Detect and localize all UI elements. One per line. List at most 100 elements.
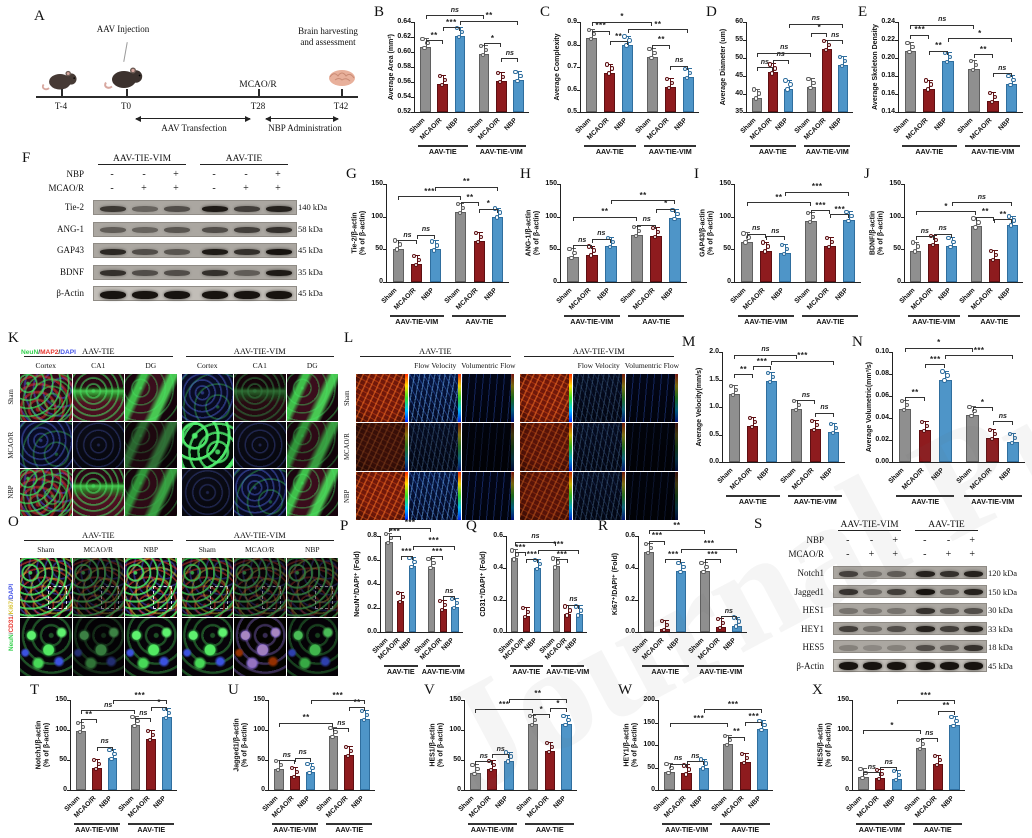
- group-underline: [907, 315, 960, 317]
- sig-label: ***: [651, 531, 663, 541]
- protein-band: [100, 227, 126, 233]
- data-point: [912, 249, 918, 254]
- y-axis-label: Average Area (mm²): [387, 33, 395, 101]
- data-point: [703, 761, 709, 766]
- y-tick: [743, 76, 747, 77]
- y-tick: [503, 536, 507, 537]
- bar: [420, 46, 431, 112]
- bar: [923, 88, 936, 112]
- group-underline: [467, 823, 517, 825]
- micro-image-tile: [519, 423, 572, 471]
- y-axis-label: GAP43/β-actin (% of β-actin): [699, 209, 715, 257]
- bar: [437, 84, 449, 112]
- mcaor-sign: +: [892, 549, 898, 560]
- y-tick: [655, 745, 659, 746]
- kda-label: 140 kDa: [298, 202, 328, 212]
- group-label: AAV-TIE: [651, 667, 680, 676]
- data-point: [992, 431, 997, 436]
- data-point: [476, 239, 481, 245]
- y-tick: [635, 632, 639, 633]
- panel-letter: F: [22, 150, 31, 166]
- bar: [932, 764, 943, 790]
- sig-bracket: [627, 29, 689, 34]
- micro-image-tile: [625, 472, 678, 520]
- sig-bracket: [765, 236, 785, 241]
- protein-band: [202, 227, 228, 233]
- y-tick: [849, 730, 853, 731]
- data-point: [717, 626, 722, 631]
- sig-bracket: [811, 32, 828, 37]
- bar: [1006, 442, 1020, 462]
- group-label: AAV-TIE: [335, 825, 364, 834]
- data-point: [781, 252, 787, 257]
- error-bar-cap: [970, 59, 978, 61]
- sig-label: **: [979, 44, 987, 54]
- sig-label: **: [935, 41, 943, 51]
- sig-bracket: [492, 754, 510, 758]
- protein-band: [100, 205, 126, 212]
- data-point: [752, 420, 757, 425]
- data-point: [724, 742, 730, 748]
- data-point: [294, 770, 299, 775]
- group-underline: [802, 315, 859, 317]
- micro-image-tile: [572, 423, 625, 471]
- y-tick-label: 100: [837, 726, 849, 733]
- protein-band: [132, 290, 158, 299]
- protein-band: [863, 644, 882, 651]
- sig-label: ns: [403, 231, 412, 239]
- sig-label: ns: [445, 587, 454, 595]
- group-underline: [326, 823, 373, 825]
- y-tick-label: 55: [735, 36, 743, 43]
- blot-strip: [833, 566, 987, 579]
- group-underline: [720, 823, 771, 825]
- sig-bracket: [973, 54, 993, 59]
- error-bar-cap: [361, 710, 369, 712]
- y-tick: [889, 352, 893, 353]
- y-tick-label: 0.62: [397, 33, 411, 40]
- panel-letter: O: [8, 514, 19, 530]
- sig-label: **: [999, 209, 1007, 219]
- y-tick: [383, 184, 387, 185]
- error-bar-cap: [588, 245, 596, 247]
- data-point: [722, 733, 728, 739]
- sig-label: ns: [479, 752, 488, 760]
- y-tick-label: 0.06: [875, 392, 889, 399]
- bar: [439, 609, 447, 632]
- data-point: [662, 627, 667, 632]
- data-point: [305, 761, 310, 767]
- data-point: [740, 751, 745, 757]
- bar: [274, 769, 284, 790]
- data-point: [785, 87, 790, 92]
- micro-image-tile: [234, 617, 286, 676]
- data-point: [398, 242, 403, 247]
- blot-strip: [93, 200, 297, 215]
- data-point: [875, 767, 880, 773]
- data-point: [631, 224, 637, 230]
- data-point: [400, 594, 405, 599]
- sig-bracket: [670, 65, 689, 70]
- group-label: AAV-TIE-VIM: [648, 147, 692, 156]
- micro-image-tile: [409, 423, 462, 471]
- sig-label: ns: [771, 227, 780, 235]
- micro-column-label: Sham: [198, 545, 216, 554]
- kda-label: 35 kDa: [298, 266, 323, 277]
- data-point: [454, 600, 460, 605]
- micro-row-label: MCAO/R: [8, 431, 15, 459]
- sig-bracket: [752, 366, 772, 371]
- plot-area: 0 50 100 150 ** ns ns *** ns * Sham MCAO/R NBP Sham MC…: [55, 691, 177, 834]
- sig-bracket: [278, 722, 334, 727]
- data-point: [930, 242, 935, 248]
- protein-label: Notch1: [797, 568, 825, 578]
- sig-label: ns: [724, 607, 733, 615]
- blot-strip: [833, 584, 987, 598]
- group-label: AAV-TIE-VIM: [912, 317, 956, 326]
- bar: [328, 736, 339, 790]
- bar: [1005, 84, 1018, 112]
- bar: [757, 729, 768, 790]
- error-bar-cap: [893, 770, 901, 772]
- micro-image-tile: [356, 374, 409, 422]
- sig-label: ***: [668, 549, 679, 559]
- kda-label: 58 kDa: [298, 223, 323, 234]
- y-tick-label: 50: [59, 756, 67, 763]
- error-bar-cap: [1008, 75, 1016, 77]
